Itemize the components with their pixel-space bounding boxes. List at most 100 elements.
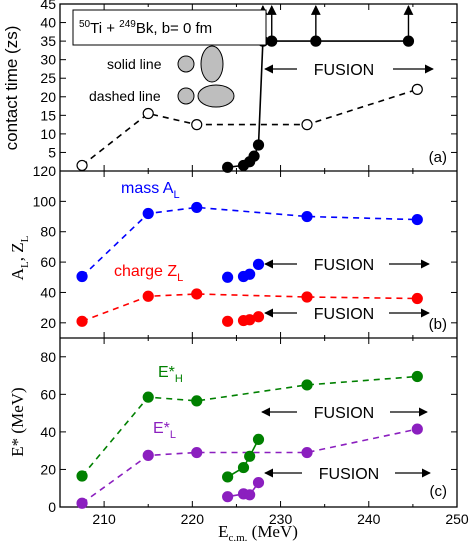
data-point-c-0-4: [411, 370, 423, 383]
data-point-c-2-1: [142, 449, 154, 461]
data-point-a-0-0: [76, 159, 88, 172]
data-point-a-1-0: [222, 161, 234, 173]
data-point-c-1-3: [252, 433, 265, 445]
panel-label-a: (a): [429, 149, 447, 166]
data-point-b-3-3: [252, 311, 265, 323]
data-point-b-2-3: [301, 291, 313, 303]
data-point-c-2-4: [411, 423, 423, 435]
data-point-a-0-1: [142, 107, 154, 120]
series-line-c-0: [81, 375, 418, 477]
y-tick-label-a: 15: [40, 107, 56, 123]
data-point-b-1-3: [252, 258, 265, 270]
x-tick-label: 210: [92, 511, 116, 527]
y-tick-label-b: 20: [40, 315, 56, 331]
solid-tall-ellipse-icon: [200, 45, 224, 83]
y-tick-label-c: 40: [40, 424, 56, 440]
y-tick-label-a: 40: [40, 15, 56, 31]
marker-layer: [76, 35, 423, 509]
eh-series-label-main: E*: [158, 364, 175, 381]
y-tick-label-c: 60: [40, 386, 56, 402]
x-axis-label: Ec.m. (MeV): [218, 522, 298, 544]
y-tick-label-a: 20: [40, 89, 56, 105]
data-point-c-0-1: [142, 391, 154, 403]
x-axis-label-sub: c.m.: [228, 532, 247, 544]
data-point-a-1-3: [248, 150, 260, 162]
data-point-b-2-0: [76, 315, 88, 327]
data-point-c-1-0: [222, 471, 234, 483]
dashed-small-ellipse-icon: [177, 87, 195, 105]
data-point-b-1-0: [222, 271, 234, 283]
series-line-c-2: [81, 428, 418, 504]
y-tick-label-a: 5: [48, 144, 56, 160]
el-series-label-sub: L: [170, 429, 176, 441]
fusion-label-c-upper: FUSION: [314, 405, 374, 422]
y-axis-label-b: AL, ZL: [8, 235, 31, 280]
solid-line-label: solid line: [107, 56, 162, 72]
bk-mass-number: 249: [119, 19, 136, 30]
series-line-b-0: [81, 206, 418, 278]
data-point-a-1-4: [252, 139, 265, 151]
x-axis-label-e: E: [218, 522, 228, 541]
data-point-b-2-2: [191, 288, 203, 300]
y-tick-label-b: 120: [33, 163, 57, 179]
data-point-a-0-2: [191, 119, 203, 131]
data-point-b-0-2: [191, 201, 203, 214]
fusion-label-c-lower: FUSION: [319, 466, 379, 483]
reaction-legend-box: [72, 9, 267, 46]
fusion-label-a: FUSION: [314, 62, 374, 79]
data-point-c-2-3: [301, 446, 313, 459]
y-axis-label-b-a: A: [8, 267, 27, 280]
y-tick-label-b: 40: [40, 284, 56, 300]
data-point-b-0-4: [411, 213, 423, 226]
fusion-label-b-upper: FUSION: [314, 257, 374, 274]
charge-series-label-sub: L: [177, 272, 183, 284]
y-tick-label-c: 0: [48, 499, 56, 515]
mass-series-label-main: mass A: [121, 180, 174, 197]
el-series-label-main: E*: [153, 420, 170, 437]
data-point-b-3-0: [222, 315, 234, 327]
el-series-label: E*L: [153, 420, 176, 441]
arrow-layer: [258, 5, 414, 42]
y-axis-label-b-z: , Z: [8, 242, 27, 261]
data-point-a-0-4: [411, 83, 423, 95]
data-point-a-0-3: [301, 119, 313, 131]
panel-label-c: (c): [430, 483, 448, 500]
x-tick-label: 230: [269, 511, 293, 527]
charge-series-label: charge ZL: [114, 263, 183, 284]
data-point-c-1-2: [244, 450, 256, 462]
eh-series-label: E*H: [158, 364, 183, 385]
data-point-b-0-3: [301, 210, 313, 223]
data-point-c-2-2: [191, 446, 203, 459]
eh-series-label-sub: H: [175, 373, 183, 385]
y-axis-label-b-sub2: L: [19, 235, 31, 242]
dashed-line-label: dashed line: [89, 88, 161, 104]
data-point-c-3-3: [252, 476, 265, 489]
y-axis-label-c: E* (MeV): [8, 387, 27, 456]
bk-label: Bk, b= 0 fm: [136, 20, 212, 37]
x-tick-label: 240: [357, 511, 381, 527]
mass-series-label: mass AL: [121, 180, 180, 201]
y-axis-label-b-sub1: L: [19, 261, 31, 268]
ti-mass-number: 50: [79, 19, 91, 30]
dashed-wide-ellipse-icon: [197, 84, 235, 108]
y-tick-label-a: 10: [40, 126, 56, 142]
data-point-b-0-0: [76, 270, 88, 283]
plot-frame: [59, 3, 458, 508]
mass-series-label-sub: L: [173, 189, 179, 201]
data-point-c-3-0: [222, 491, 234, 503]
y-tick-label-a: 35: [40, 33, 56, 49]
x-tick-label: 220: [181, 511, 205, 527]
data-point-c-0-3: [301, 379, 313, 391]
data-point-c-3-2: [244, 489, 256, 501]
fusion-label-b-lower: FUSION: [314, 306, 374, 323]
data-point-c-0-0: [76, 470, 88, 482]
data-point-c-1-1: [237, 461, 250, 474]
x-axis-label-unit: (MeV): [247, 522, 298, 541]
data-point-b-2-1: [142, 290, 154, 302]
data-point-b-0-1: [142, 207, 154, 220]
data-point-c-2-0: [76, 497, 88, 509]
y-axis-label-a: contact time (zs): [2, 26, 21, 151]
reaction-legend-text: 50Ti + 249Bk, b= 0 fm: [79, 19, 212, 37]
series-line-c-1: [227, 439, 260, 478]
